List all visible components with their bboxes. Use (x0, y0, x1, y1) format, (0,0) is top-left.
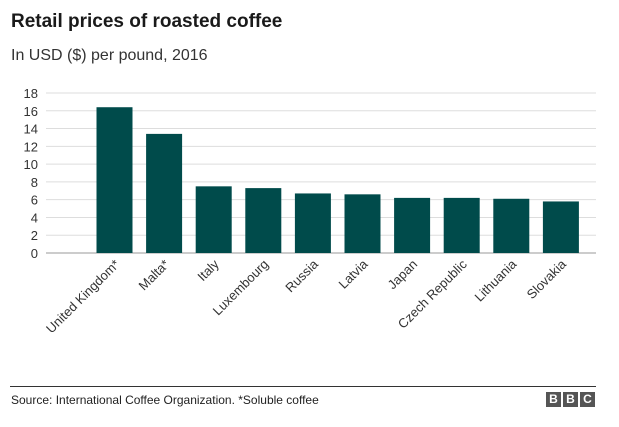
y-tick-label: 10 (24, 157, 38, 172)
y-tick-label: 18 (24, 86, 38, 101)
x-category-label: United Kingdom* (43, 257, 123, 337)
y-tick-label: 6 (31, 193, 38, 208)
logo-letter: C (580, 392, 595, 407)
bar (146, 133, 183, 253)
x-category-label: Slovakia (524, 256, 570, 302)
y-tick-label: 0 (31, 246, 38, 261)
y-tick-label: 14 (24, 122, 38, 137)
y-axis-ticks: 0 2 4 6 8 10 12 14 16 18 (24, 86, 38, 261)
bar-chart: 0 2 4 6 8 10 12 14 16 18 United Kingdom* Malta* Ita… (24, 86, 596, 336)
y-tick-label: 4 (31, 210, 38, 225)
y-tick-label: 8 (31, 175, 38, 190)
y-tick-label: 16 (24, 104, 38, 119)
bar (542, 201, 579, 253)
source-note: Source: International Coffee Organizatio… (11, 393, 319, 407)
bar (344, 194, 381, 253)
x-category-label: Russia (282, 256, 321, 295)
x-category-label: Latvia (335, 256, 371, 292)
y-tick-label: 12 (24, 139, 38, 154)
bar (96, 107, 133, 253)
footer-divider (10, 386, 596, 387)
logo-letter: B (563, 392, 578, 407)
bar (294, 193, 331, 253)
bar (493, 198, 530, 253)
bbc-logo: B B C (546, 392, 595, 407)
bar (394, 197, 431, 253)
x-category-label: Malta* (136, 257, 173, 294)
x-category-label: Japan (385, 257, 421, 293)
x-category-label: Italy (194, 256, 222, 284)
logo-letter: B (546, 392, 561, 407)
bars (96, 107, 579, 253)
chart-subtitle: In USD ($) per pound, 2016 (11, 47, 208, 64)
bar (195, 186, 232, 253)
bar (443, 197, 480, 253)
chart-title: Retail prices of roasted coffee (11, 11, 283, 32)
x-category-label: Lithuania (471, 256, 519, 304)
y-tick-label: 2 (31, 228, 38, 243)
bar (245, 188, 282, 253)
